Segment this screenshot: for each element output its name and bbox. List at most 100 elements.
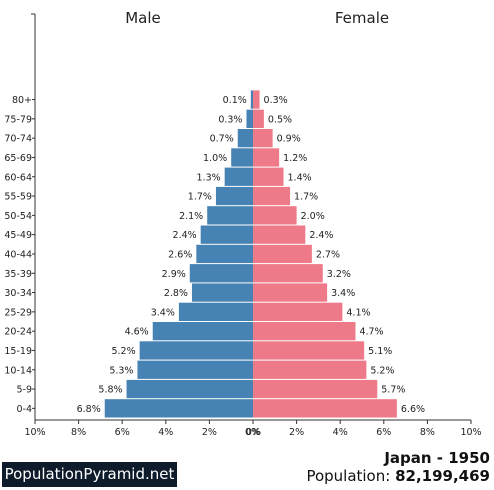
bar-female-45-49 bbox=[253, 225, 306, 244]
age-group-label: 30-34 bbox=[4, 288, 32, 299]
bar-female-75-79 bbox=[253, 109, 264, 128]
label-male-10-14: 5.3% bbox=[109, 365, 133, 376]
label-male-35-39: 2.9% bbox=[162, 269, 186, 280]
label-male-5-9: 5.8% bbox=[98, 385, 122, 396]
bar-female-40-44 bbox=[253, 244, 312, 264]
x-tick-label: 4% bbox=[158, 427, 173, 438]
age-group-label: 55-59 bbox=[4, 192, 32, 203]
bar-female-55-59 bbox=[253, 186, 291, 206]
brand-logo[interactable]: PopulationPyramid.net bbox=[2, 462, 177, 487]
bar-male-15-19 bbox=[139, 341, 253, 360]
bar-female-0-4 bbox=[253, 399, 397, 418]
label-female-35-39: 3.2% bbox=[327, 269, 351, 280]
x-tick-label: 10% bbox=[24, 427, 45, 438]
label-male-80+: 0.1% bbox=[223, 95, 247, 106]
age-group-label: 5-9 bbox=[16, 385, 32, 396]
x-tick-label: 0% bbox=[245, 427, 260, 438]
label-female-40-44: 2.7% bbox=[316, 249, 340, 260]
bar-male-55-59 bbox=[215, 186, 253, 206]
x-tick-label: 8% bbox=[71, 427, 86, 438]
age-group-label: 75-79 bbox=[4, 114, 32, 125]
bar-male-25-29 bbox=[178, 302, 253, 321]
country-year-title: Japan - 1950 bbox=[384, 449, 490, 467]
bar-male-30-34 bbox=[191, 283, 253, 302]
age-group-label: 0-4 bbox=[16, 404, 32, 415]
label-female-15-19: 5.1% bbox=[368, 346, 392, 357]
age-group-label: 40-44 bbox=[4, 249, 32, 260]
label-male-25-29: 3.4% bbox=[151, 307, 175, 318]
bar-female-30-34 bbox=[253, 283, 328, 302]
label-female-75-79: 0.5% bbox=[268, 114, 292, 125]
x-tick-label: 6% bbox=[115, 427, 130, 438]
x-tick-label: 10% bbox=[460, 427, 481, 438]
bar-male-65-69 bbox=[231, 148, 253, 167]
label-male-0-4: 6.8% bbox=[77, 404, 101, 415]
label-male-60-64: 1.3% bbox=[197, 172, 221, 183]
age-group-label: 70-74 bbox=[4, 134, 32, 145]
x-tick-label: 4% bbox=[333, 427, 348, 438]
female-header: Female bbox=[335, 9, 389, 27]
bar-male-70-74 bbox=[237, 129, 253, 148]
bar-female-35-39 bbox=[253, 264, 323, 283]
bar-male-60-64 bbox=[224, 167, 253, 186]
bar-male-35-39 bbox=[189, 264, 253, 283]
population-value: 82,199,469 bbox=[395, 467, 490, 485]
bar-female-20-24 bbox=[253, 322, 356, 341]
label-female-25-29: 4.1% bbox=[346, 307, 370, 318]
age-group-label: 80+ bbox=[12, 95, 32, 106]
age-group-label: 50-54 bbox=[4, 211, 32, 222]
age-group-label: 45-49 bbox=[4, 230, 32, 241]
male-header: Male bbox=[125, 9, 161, 27]
population-pyramid-chart: Male Female 0.1% 0.3% 80+ 0.3% 0.5% 75-79 0.7%… bbox=[4, 9, 481, 438]
bar-male-10-14 bbox=[137, 360, 253, 379]
label-male-50-54: 2.1% bbox=[179, 211, 203, 222]
bar-female-15-19 bbox=[253, 341, 365, 360]
label-female-65-69: 1.2% bbox=[283, 153, 307, 164]
bar-male-80+ bbox=[250, 90, 253, 109]
bar-female-50-54 bbox=[253, 206, 297, 225]
bar-male-20-24 bbox=[152, 322, 253, 341]
label-male-40-44: 2.6% bbox=[168, 249, 192, 260]
bar-female-10-14 bbox=[253, 360, 367, 379]
population-total: Population: 82,199,469 bbox=[306, 467, 490, 485]
label-male-70-74: 0.7% bbox=[210, 134, 234, 145]
age-group-label: 65-69 bbox=[4, 153, 32, 164]
bar-female-70-74 bbox=[253, 129, 273, 148]
bar-female-65-69 bbox=[253, 148, 280, 167]
x-tick-label: 8% bbox=[420, 427, 435, 438]
bar-female-80+ bbox=[253, 90, 260, 109]
label-male-20-24: 4.6% bbox=[125, 327, 149, 338]
bar-female-25-29 bbox=[253, 302, 343, 321]
population-label: Population: bbox=[306, 467, 391, 485]
age-group-label: 35-39 bbox=[4, 269, 32, 280]
x-tick-label: 0% bbox=[246, 427, 261, 438]
age-group-label: 10-14 bbox=[4, 365, 32, 376]
bar-male-50-54 bbox=[207, 206, 253, 225]
bar-male-75-79 bbox=[246, 109, 253, 128]
label-female-70-74: 0.9% bbox=[277, 134, 301, 145]
x-tick-label: 2% bbox=[202, 427, 217, 438]
label-female-5-9: 5.7% bbox=[381, 385, 405, 396]
bar-female-60-64 bbox=[253, 167, 284, 186]
age-group-label: 60-64 bbox=[4, 172, 32, 183]
age-group-label: 25-29 bbox=[4, 307, 32, 318]
age-group-label: 20-24 bbox=[4, 327, 32, 338]
age-group-label: 15-19 bbox=[4, 346, 32, 357]
label-male-30-34: 2.8% bbox=[164, 288, 188, 299]
label-male-15-19: 5.2% bbox=[111, 346, 135, 357]
label-male-75-79: 0.3% bbox=[218, 114, 242, 125]
label-female-50-54: 2.0% bbox=[301, 211, 325, 222]
label-male-65-69: 1.0% bbox=[203, 153, 227, 164]
bar-male-0-4 bbox=[104, 399, 253, 418]
bar-female-5-9 bbox=[253, 379, 378, 399]
bar-male-45-49 bbox=[200, 225, 253, 244]
bar-male-5-9 bbox=[126, 379, 253, 399]
label-female-10-14: 5.2% bbox=[370, 365, 394, 376]
label-female-0-4: 6.6% bbox=[401, 404, 425, 415]
label-male-55-59: 1.7% bbox=[188, 192, 212, 203]
label-female-20-24: 4.7% bbox=[359, 327, 383, 338]
label-female-60-64: 1.4% bbox=[288, 172, 312, 183]
label-male-45-49: 2.4% bbox=[173, 230, 197, 241]
x-tick-label: 2% bbox=[289, 427, 304, 438]
label-female-55-59: 1.7% bbox=[294, 192, 318, 203]
